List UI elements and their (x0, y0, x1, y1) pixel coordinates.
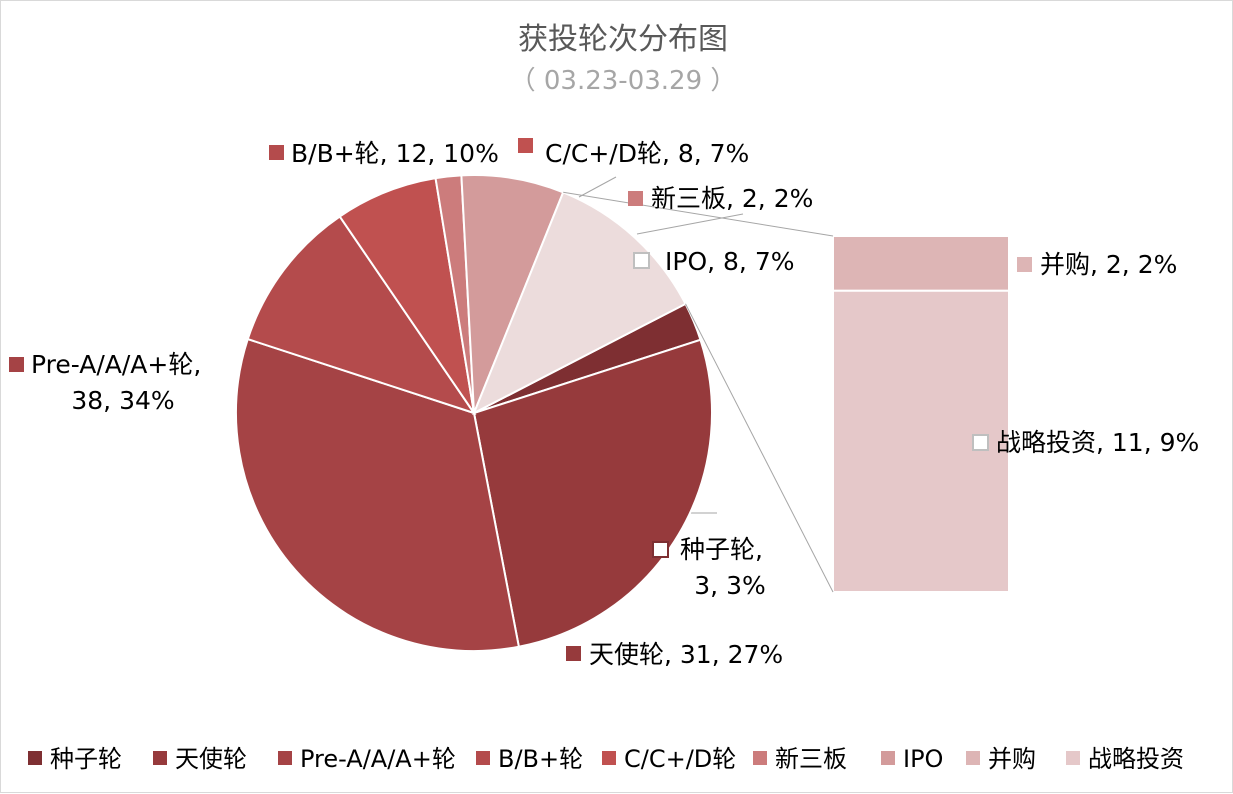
pie-slice-other (472, 191, 687, 416)
data-label-1-line-0: 天使轮, 31, 27% (589, 640, 783, 669)
data-label-3-line-0: B/B+轮, 12, 10% (291, 139, 499, 168)
legend-swatch-0 (28, 751, 42, 765)
chart-subtitle: （ 03.23-03.29 ） (510, 66, 737, 96)
legend-label-8: 战略投资 (1088, 745, 1184, 773)
data-label-4-line-0: C/C+/D轮, 8, 7% (545, 139, 749, 168)
bar-connector-lines (563, 191, 834, 593)
legend-label-0: 种子轮 (50, 745, 122, 773)
data-label-key-4 (518, 138, 533, 153)
data-label-key-0 (652, 541, 669, 558)
legend-label-1: 天使轮 (175, 745, 247, 773)
legend-label-4: C/C+/D轮 (624, 745, 736, 773)
legend: 种子轮 天使轮 Pre-A/A/A+轮 B/B+轮 C/C+/D轮 新三板 IPO 并购 战略投… (28, 745, 1184, 773)
data-label-key-2 (9, 357, 24, 372)
legend-label-2: Pre-A/A/A+轮 (300, 745, 456, 773)
connector-line-top (563, 191, 834, 237)
data-label-0-line-1: 3, 3% (694, 571, 765, 600)
data-label-key-3 (269, 145, 284, 160)
data-label-6-line-0: IPO, 8, 7% (665, 247, 794, 276)
legend-swatch-2 (278, 751, 292, 765)
data-label-7-line-0: 并购, 2, 2% (1040, 250, 1177, 279)
legend-swatch-4 (602, 751, 616, 765)
data-label-8-line-0: 战略投资, 11, 9% (996, 428, 1199, 457)
pie-slice-4 (338, 176, 475, 414)
legend-swatch-1 (153, 751, 167, 765)
leader-line-0 (578, 176, 617, 198)
data-label-key-8 (972, 434, 989, 451)
leader-line-1 (636, 213, 744, 235)
data-label-key-1 (566, 646, 581, 661)
pie-slice-2 (235, 337, 521, 652)
legend-label-5: 新三板 (775, 745, 847, 773)
data-label-key-6 (633, 252, 650, 269)
pie-slices (235, 173, 713, 652)
pie-slice-1 (472, 338, 713, 648)
legend-swatch-8 (1066, 751, 1080, 765)
data-label-key-5 (628, 191, 643, 206)
data-label-5-line-0: 新三板, 2, 2% (651, 184, 813, 213)
pie-slice-6 (460, 173, 565, 414)
data-label-0-line-0: 种子轮, (680, 535, 763, 564)
pie-slice-3 (246, 215, 477, 415)
data-label-key-7 (1017, 257, 1032, 272)
secondary-bar (832, 235, 1010, 593)
data-label-2-line-1: 38, 34% (71, 386, 174, 415)
legend-label-7: 并购 (988, 745, 1036, 773)
bar-segment-0 (832, 235, 1010, 292)
legend-swatch-3 (476, 751, 490, 765)
legend-label-6: IPO (903, 745, 943, 773)
legend-swatch-6 (881, 751, 895, 765)
data-labels: 种子轮, 3, 3% 天使轮, 31, 27% Pre-A/A/A+轮, 38, 34%… (9, 138, 1199, 669)
legend-label-3: B/B+轮 (498, 745, 583, 773)
legend-swatch-5 (753, 751, 767, 765)
legend-swatch-7 (966, 751, 980, 765)
connector-line-bottom (685, 303, 834, 593)
chart-title: 获投轮次分布图 (518, 22, 728, 57)
data-label-2-line-0: Pre-A/A/A+轮, (31, 350, 201, 379)
